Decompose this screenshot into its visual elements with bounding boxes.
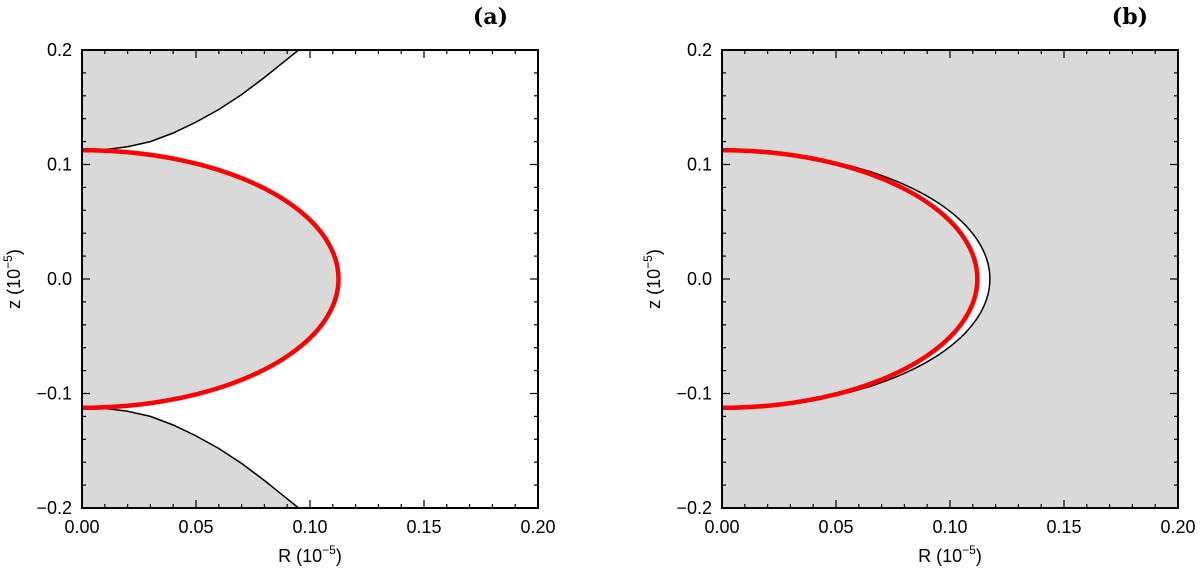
x-tick-label: 0.20 [1160, 517, 1195, 537]
panel-a: 0.00 0.05 0.10 0.15 0.20 −0.2 −0.1 0.0 0.1 0.2 R… [1, 4, 556, 566]
panel-a-upper-boundary-curve [81, 49, 300, 151]
x-tick-label: 0.20 [520, 517, 555, 537]
y-tick-label: 0.2 [687, 40, 712, 60]
panel-a-shaded-lower-region [82, 407, 299, 508]
x-tick-label: 0.00 [64, 517, 99, 537]
panel-a-red-curve [81, 147, 341, 411]
panel-b-y-tick-labels: −0.2 −0.1 0.0 0.1 0.2 [676, 40, 712, 518]
panel-a-x-tick-labels: 0.00 0.05 0.10 0.15 0.20 [64, 517, 555, 537]
x-tick-label: 0.10 [292, 517, 327, 537]
panel-a-lower-boundary-curve [81, 407, 300, 509]
y-tick-label: 0.1 [687, 155, 712, 175]
panel-a-y-tick-labels: −0.2 −0.1 0.0 0.1 0.2 [36, 40, 72, 518]
x-tick-label: 0.15 [406, 517, 441, 537]
y-tick-label: 0.0 [47, 269, 72, 289]
panel-b-y-axis-label: z (10−5) [641, 249, 664, 309]
x-tick-label: 0.05 [818, 517, 853, 537]
panel-b-inner-shaded-region [722, 150, 978, 408]
panel-b-x-tick-labels: 0.00 0.05 0.10 0.15 0.20 [704, 517, 1195, 537]
panel-a-y-axis-label: z (10−5) [1, 249, 24, 309]
y-tick-label: −0.1 [36, 384, 72, 404]
panel-a-x-axis-label: R (10−5) [278, 543, 342, 566]
x-tick-label: 0.10 [932, 517, 967, 537]
y-tick-label: 0.2 [47, 40, 72, 60]
panel-b-label: (b) [1112, 4, 1148, 30]
panel-a-label: (a) [473, 4, 508, 30]
y-tick-label: 0.1 [47, 155, 72, 175]
x-tick-label: 0.05 [178, 517, 213, 537]
y-tick-label: −0.2 [36, 498, 72, 518]
y-tick-label: 0.0 [687, 269, 712, 289]
panel-b: 0.00 0.05 0.10 0.15 0.20 −0.2 −0.1 0.0 0.1 0.2 R… [641, 4, 1196, 566]
panel-a-ticks [81, 49, 539, 509]
x-tick-label: 0.15 [1046, 517, 1081, 537]
y-tick-label: −0.2 [676, 498, 712, 518]
y-tick-label: −0.1 [676, 384, 712, 404]
panel-b-ticks [721, 49, 1179, 509]
panel-b-x-axis-label: R (10−5) [918, 543, 982, 566]
panel-a-shaded-ellipse-region [82, 150, 339, 408]
panel-a-shaded-upper-region [82, 50, 299, 151]
panel-b-red-curve [721, 147, 980, 411]
x-tick-label: 0.00 [704, 517, 739, 537]
